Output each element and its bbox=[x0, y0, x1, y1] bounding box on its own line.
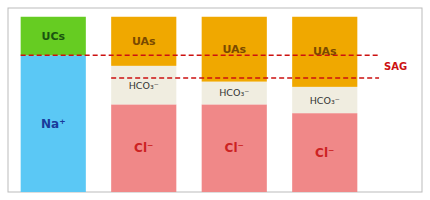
marks bbox=[21, 17, 379, 192]
segment-label: HCO₃⁻ bbox=[310, 95, 340, 106]
bar-segment bbox=[111, 66, 176, 105]
segment-label: Na⁺ bbox=[41, 117, 65, 131]
segment-label: Cl⁻ bbox=[134, 141, 153, 155]
bar-segment bbox=[292, 17, 357, 87]
segment-label: Cl⁻ bbox=[315, 146, 334, 160]
bar-segment bbox=[21, 17, 86, 56]
segment-label: HCO₃⁻ bbox=[129, 80, 159, 91]
bar-segment bbox=[292, 87, 357, 113]
bar-segment bbox=[202, 82, 267, 105]
segment-label: UAs bbox=[132, 35, 156, 48]
bar-segment bbox=[111, 104, 176, 192]
bar-segment bbox=[111, 17, 176, 66]
segment-label: UAs bbox=[222, 43, 246, 56]
bar-segment bbox=[202, 104, 267, 192]
bar-segment bbox=[21, 55, 86, 192]
segment-label: HCO₃⁻ bbox=[219, 87, 249, 98]
bar-segment bbox=[292, 113, 357, 192]
plot-frame bbox=[8, 8, 422, 192]
segment-label: UCs bbox=[41, 30, 65, 43]
reference-label: SAG bbox=[384, 61, 407, 72]
bar-segment bbox=[202, 17, 267, 82]
segment-label: UAs bbox=[313, 45, 337, 58]
chart: Na⁺ UCs Cl⁻ Cl⁻ Cl⁻ HCO₃⁻ HCO₃⁻ HCO₃⁻ UAs UAs UAs S… bbox=[0, 0, 430, 200]
labels: Na⁺ UCs Cl⁻ Cl⁻ Cl⁻ HCO₃⁻ HCO₃⁻ HCO₃⁻ UAs UAs UAs S… bbox=[41, 30, 407, 160]
segment-label: Cl⁻ bbox=[225, 141, 244, 155]
